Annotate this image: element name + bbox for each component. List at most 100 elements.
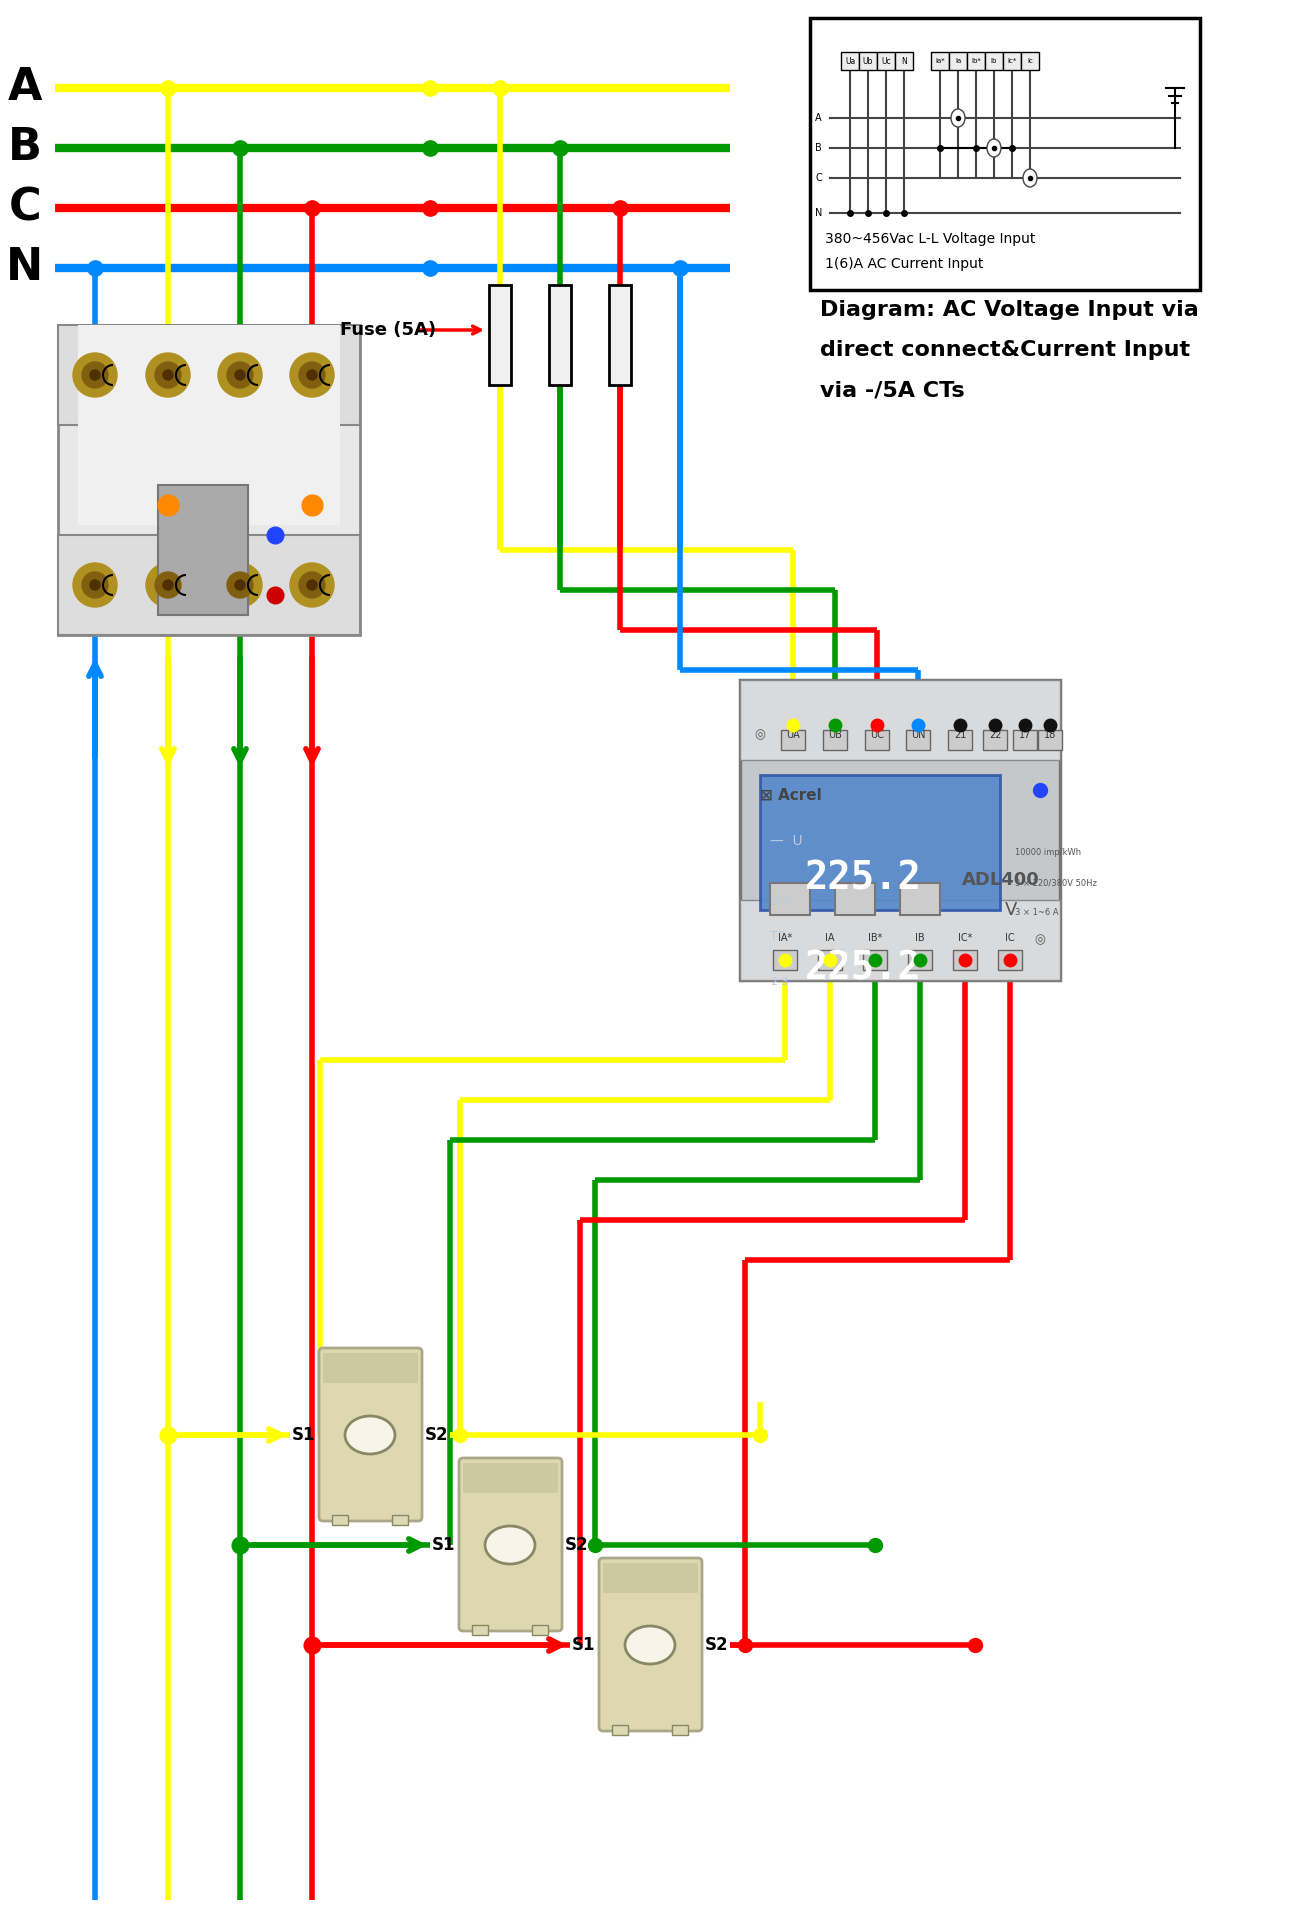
Bar (985, 52, 1004, 71)
Text: UC: UC (870, 729, 884, 741)
Text: ⊠ Acrel: ⊠ Acrel (760, 788, 822, 804)
Text: Ib*: Ib* (971, 57, 982, 65)
Circle shape (218, 563, 263, 607)
Bar (322, 1353, 419, 1382)
Bar (953, 951, 978, 970)
Text: V: V (1005, 901, 1018, 918)
Text: IC: IC (1005, 934, 1015, 943)
Text: IB: IB (915, 934, 924, 943)
Bar (774, 951, 797, 970)
Text: Ia*: Ia* (935, 57, 945, 65)
Bar (770, 884, 810, 914)
Bar (948, 729, 972, 750)
Circle shape (73, 563, 117, 607)
Bar (864, 729, 889, 750)
Bar (58, 325, 360, 636)
Ellipse shape (1023, 170, 1037, 187)
FancyBboxPatch shape (318, 1348, 422, 1521)
Text: Uc: Uc (881, 57, 891, 65)
Text: N: N (901, 57, 907, 65)
Bar (878, 52, 894, 71)
Bar (900, 884, 940, 914)
Text: Ua: Ua (845, 57, 855, 65)
Circle shape (299, 363, 325, 388)
Text: Ia: Ia (956, 57, 961, 65)
Bar (841, 52, 859, 71)
FancyBboxPatch shape (599, 1558, 702, 1731)
Bar (532, 1625, 549, 1634)
Bar (1004, 52, 1020, 71)
Bar (463, 1462, 558, 1493)
Circle shape (162, 580, 173, 590)
Text: S1: S1 (291, 1426, 315, 1443)
Text: 1(6)A AC Current Input: 1(6)A AC Current Input (826, 258, 983, 271)
Ellipse shape (625, 1626, 675, 1665)
Text: ADL400: ADL400 (962, 871, 1040, 890)
Text: via -/5A CTs: via -/5A CTs (820, 380, 965, 401)
Circle shape (146, 353, 190, 397)
Bar (894, 52, 913, 71)
Text: UB: UB (828, 729, 842, 741)
Bar (159, 485, 248, 615)
FancyBboxPatch shape (459, 1458, 562, 1630)
Circle shape (307, 580, 317, 590)
Text: UN: UN (911, 729, 926, 741)
Bar (1020, 52, 1039, 71)
Circle shape (146, 563, 190, 607)
Text: N: N (815, 208, 822, 218)
Text: C: C (9, 187, 42, 229)
Bar (472, 1625, 488, 1634)
Circle shape (235, 370, 244, 380)
Bar (1037, 729, 1062, 750)
Bar (859, 52, 878, 71)
Circle shape (227, 573, 254, 598)
Text: Ic: Ic (1027, 57, 1034, 65)
Bar (931, 52, 949, 71)
Text: 1-2: 1-2 (770, 897, 788, 907)
Ellipse shape (987, 139, 1001, 157)
Bar (740, 680, 1060, 760)
Circle shape (162, 370, 173, 380)
Ellipse shape (952, 109, 965, 128)
Bar (58, 325, 360, 426)
Text: A: A (8, 67, 42, 109)
Bar (393, 1516, 408, 1525)
Text: 225.2: 225.2 (805, 859, 922, 897)
Text: B: B (815, 143, 822, 153)
Bar (332, 1516, 348, 1525)
Circle shape (218, 353, 263, 397)
Circle shape (155, 363, 181, 388)
Bar (612, 1726, 628, 1735)
Text: Ic*: Ic* (1008, 57, 1017, 65)
Text: direct connect&Current Input: direct connect&Current Input (820, 340, 1190, 361)
Circle shape (82, 573, 108, 598)
Bar (672, 1726, 688, 1735)
Text: B: B (8, 126, 42, 170)
Text: IA*: IA* (777, 934, 792, 943)
Bar (983, 729, 1008, 750)
Bar (760, 775, 1000, 911)
Text: ◎: ◎ (1035, 934, 1045, 947)
Bar (740, 680, 1060, 979)
Text: UA: UA (786, 729, 800, 741)
Text: S2: S2 (425, 1426, 448, 1443)
Bar (863, 951, 887, 970)
Ellipse shape (344, 1416, 395, 1455)
Bar (967, 52, 985, 71)
Text: Ub: Ub (863, 57, 874, 65)
Bar (740, 899, 1060, 979)
Circle shape (90, 580, 100, 590)
Text: Diagram: AC Voltage Input via: Diagram: AC Voltage Input via (820, 300, 1199, 321)
Text: 3 × 1~6 A: 3 × 1~6 A (1015, 909, 1058, 916)
Bar (818, 951, 842, 970)
Text: A: A (815, 113, 822, 122)
Circle shape (299, 573, 325, 598)
Text: T2: T2 (770, 930, 785, 943)
Text: 21: 21 (954, 729, 966, 741)
Bar (489, 284, 511, 386)
Text: 3 × 220/380V 50Hz: 3 × 220/380V 50Hz (1015, 878, 1097, 888)
Ellipse shape (485, 1525, 536, 1563)
Text: S2: S2 (566, 1537, 589, 1554)
Text: ◎: ◎ (754, 729, 766, 741)
Bar (781, 729, 805, 750)
